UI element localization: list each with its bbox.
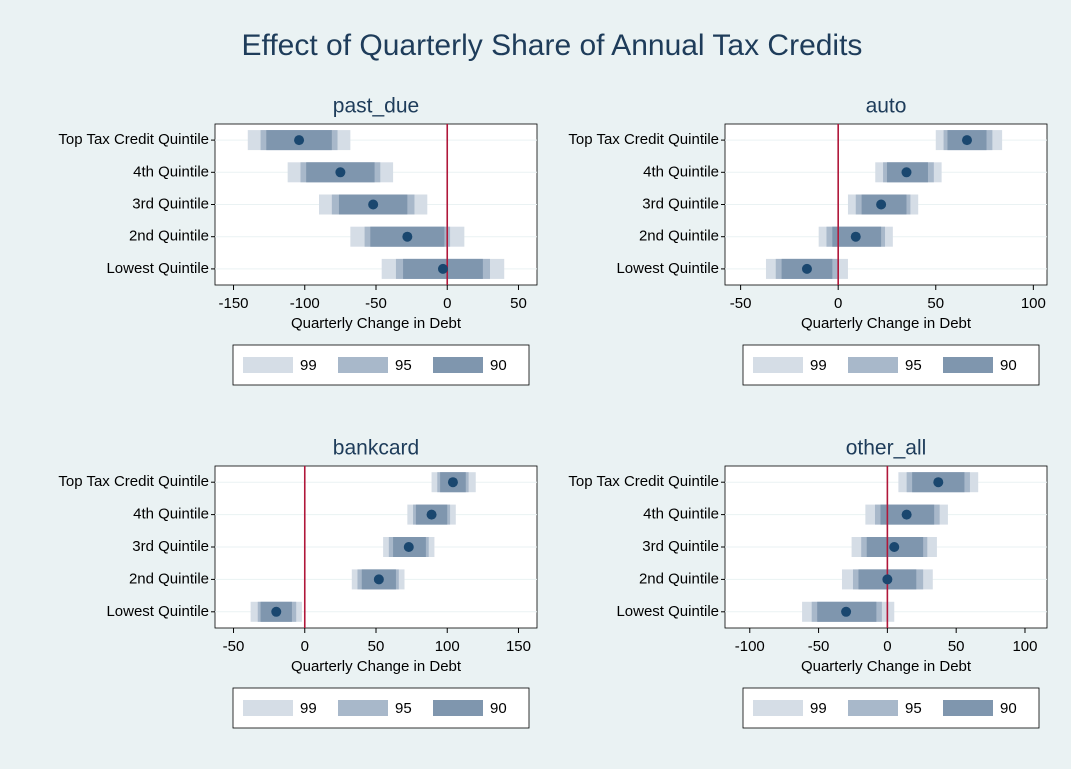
x-tick-label: -50 xyxy=(730,295,752,312)
y-tick-label: Top Tax Credit Quintile xyxy=(58,473,209,490)
legend-swatch xyxy=(243,357,293,373)
legend-label: 95 xyxy=(395,700,412,717)
legend-swatch xyxy=(338,357,388,373)
y-tick-label: 2nd Quintile xyxy=(129,228,209,245)
panel-title: bankcard xyxy=(333,437,419,460)
point-estimate xyxy=(889,542,900,552)
legend-label: 90 xyxy=(490,700,507,717)
x-tick-label: 0 xyxy=(883,638,891,655)
x-axis-label: Quarterly Change in Debt xyxy=(291,315,462,332)
point-estimate xyxy=(901,509,912,520)
x-axis-label: Quarterly Change in Debt xyxy=(291,658,462,675)
x-tick-label: -100 xyxy=(290,295,320,312)
y-tick-label: 4th Quintile xyxy=(133,506,209,523)
point-estimate xyxy=(426,509,437,520)
y-tick-label: Lowest Quintile xyxy=(106,260,209,277)
y-tick-label: 4th Quintile xyxy=(643,506,719,523)
y-tick-label: Top Tax Credit Quintile xyxy=(568,473,719,490)
legend-swatch xyxy=(943,357,993,373)
y-tick-label: Lowest Quintile xyxy=(106,603,209,620)
panel-title: auto xyxy=(866,95,907,118)
legend-swatch xyxy=(753,357,803,373)
legend-label: 95 xyxy=(905,357,922,374)
point-estimate xyxy=(294,135,305,146)
legend-swatch xyxy=(848,357,898,373)
legend-swatch xyxy=(243,700,293,716)
x-tick-label: 50 xyxy=(927,295,944,312)
x-tick-label: 100 xyxy=(1012,638,1037,655)
legend-label: 90 xyxy=(1000,357,1017,374)
x-tick-label: 100 xyxy=(435,638,460,655)
x-tick-label: -150 xyxy=(219,295,249,312)
legend-swatch xyxy=(943,700,993,716)
legend-label: 90 xyxy=(1000,700,1017,717)
legend-label: 99 xyxy=(300,357,317,374)
point-estimate xyxy=(801,263,812,274)
legend-swatch xyxy=(753,700,803,716)
x-tick-label: -50 xyxy=(365,295,387,312)
panel-title: past_due xyxy=(333,95,419,118)
y-tick-label: 2nd Quintile xyxy=(639,570,719,587)
point-estimate xyxy=(933,477,944,488)
point-estimate xyxy=(271,606,282,617)
x-tick-label: 50 xyxy=(510,295,527,312)
x-tick-label: -50 xyxy=(223,638,245,655)
y-tick-label: 4th Quintile xyxy=(133,163,209,180)
point-estimate xyxy=(403,542,414,552)
y-tick-label: Top Tax Credit Quintile xyxy=(568,131,719,148)
point-estimate xyxy=(841,606,852,617)
x-tick-label: 50 xyxy=(948,638,965,655)
point-estimate xyxy=(882,574,893,585)
point-estimate xyxy=(402,231,413,242)
y-tick-label: 2nd Quintile xyxy=(639,228,719,245)
legend-swatch xyxy=(338,700,388,716)
legend-label: 99 xyxy=(810,357,827,374)
y-tick-label: Lowest Quintile xyxy=(616,603,719,620)
point-estimate xyxy=(335,167,346,178)
x-axis-label: Quarterly Change in Debt xyxy=(801,658,972,675)
x-tick-label: -100 xyxy=(735,638,765,655)
legend-label: 90 xyxy=(490,357,507,374)
legend-swatch xyxy=(848,700,898,716)
x-axis-label: Quarterly Change in Debt xyxy=(801,315,972,332)
x-tick-label: 50 xyxy=(368,638,385,655)
y-tick-label: 3rd Quintile xyxy=(132,195,209,212)
x-tick-label: 0 xyxy=(443,295,451,312)
point-estimate xyxy=(876,199,887,210)
x-tick-label: 100 xyxy=(1021,295,1046,312)
point-estimate xyxy=(961,135,972,146)
y-tick-label: 3rd Quintile xyxy=(642,538,719,555)
legend-label: 95 xyxy=(395,357,412,374)
legend-label: 99 xyxy=(300,700,317,717)
y-tick-label: 4th Quintile xyxy=(643,163,719,180)
point-estimate xyxy=(368,199,379,210)
point-estimate xyxy=(437,263,448,274)
y-tick-label: 3rd Quintile xyxy=(642,195,719,212)
y-tick-label: Lowest Quintile xyxy=(616,260,719,277)
point-estimate xyxy=(447,477,458,488)
legend-swatch xyxy=(433,357,483,373)
legend-swatch xyxy=(433,700,483,716)
point-estimate xyxy=(850,231,861,242)
figure-title: Effect of Quarterly Share of Annual Tax … xyxy=(242,29,863,62)
x-tick-label: 0 xyxy=(301,638,309,655)
y-tick-label: Top Tax Credit Quintile xyxy=(58,131,209,148)
x-tick-label: 0 xyxy=(834,295,842,312)
x-tick-label: -50 xyxy=(808,638,830,655)
legend-label: 99 xyxy=(810,700,827,717)
y-tick-label: 3rd Quintile xyxy=(132,538,209,555)
panel-title: other_all xyxy=(846,437,927,460)
y-tick-label: 2nd Quintile xyxy=(129,570,209,587)
point-estimate xyxy=(373,574,384,585)
legend-label: 95 xyxy=(905,700,922,717)
x-tick-label: 150 xyxy=(506,638,531,655)
point-estimate xyxy=(901,167,912,178)
